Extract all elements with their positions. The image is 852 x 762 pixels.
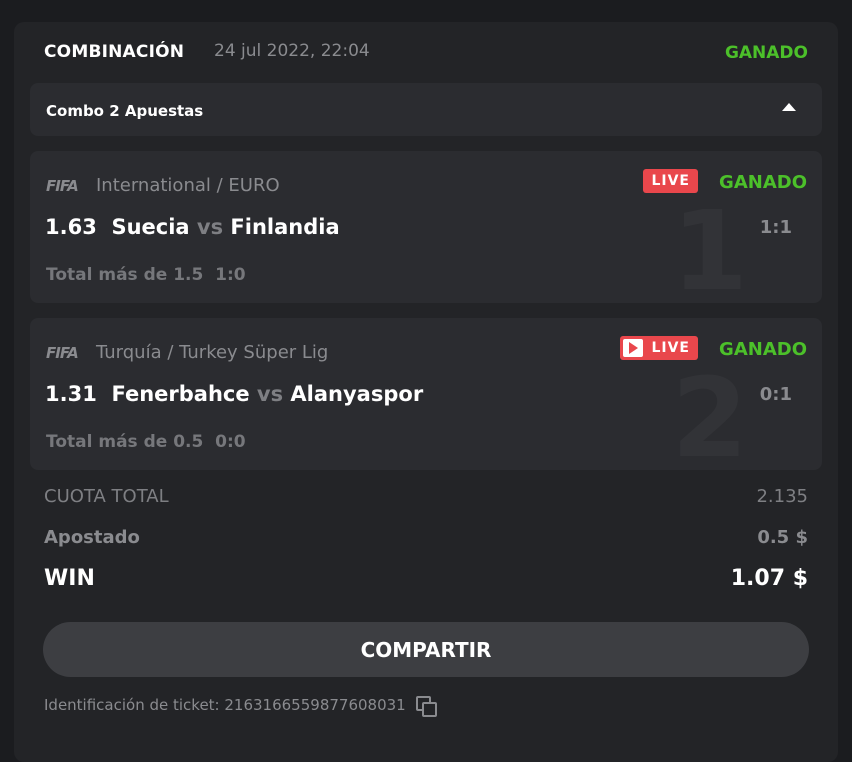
leg-odds: 1.63 [45, 215, 97, 239]
live-label: LIVE [651, 340, 690, 356]
bet-ticket-card: COMBINACIÓN 24 jul 2022, 22:04 GANADO Co… [14, 22, 838, 762]
bet-date: 24 jul 2022, 22:04 [214, 41, 370, 61]
win-label: WIN [44, 566, 95, 591]
share-button[interactable]: COMPARTIR [43, 622, 809, 677]
combo-toggle[interactable]: Combo 2 Apuestas [30, 83, 822, 136]
leg-market: Total más de 0.5 0:0 [46, 432, 246, 452]
live-badge: LIVE [643, 169, 698, 193]
leg-index: 1 [671, 187, 748, 303]
ticket-id-text: Identificación de ticket: 21631665598776… [44, 696, 406, 714]
copy-icon[interactable] [415, 696, 437, 717]
vs-label: vs [196, 215, 224, 239]
market-name: Total más de 1.5 [46, 265, 204, 285]
fifa-icon: FIFA [46, 344, 79, 362]
total-odds-label: CUOTA TOTAL [44, 486, 169, 507]
market-score: 1:0 [215, 265, 246, 285]
combo-label: Combo 2 Apuestas [46, 102, 204, 120]
leg-index: 2 [671, 354, 748, 470]
total-odds-value: 2.135 [756, 486, 808, 507]
bet-leg-1: 1 FIFA International / EURO LIVE GANADO … [30, 151, 822, 303]
leg-match: 1.31 Fenerbahce vs Alanyaspor [45, 382, 423, 406]
live-badge: LIVE [620, 336, 698, 360]
stake-label: Apostado [44, 527, 140, 548]
home-team: Fenerbahce [111, 382, 250, 406]
leg-odds: 1.31 [45, 382, 97, 406]
leg-match: 1.63 Suecia vs Finlandia [45, 215, 340, 239]
leg-market: Total más de 1.5 1:0 [46, 265, 246, 285]
win-value: 1.07 $ [730, 566, 808, 591]
leg-status: GANADO [719, 172, 807, 193]
vs-label: vs [256, 382, 284, 406]
live-label: LIVE [651, 173, 690, 189]
leg-status: GANADO [719, 339, 807, 360]
market-score: 0:0 [215, 432, 246, 452]
match-score: 1:1 [759, 217, 792, 238]
match-score: 0:1 [759, 384, 792, 405]
play-icon [623, 339, 644, 357]
bet-status: GANADO [724, 43, 808, 63]
market-name: Total más de 0.5 [46, 432, 204, 452]
away-team: Alanyaspor [290, 382, 424, 406]
ticket-id: Identificación de ticket: 21631665598776… [44, 696, 437, 717]
stake-value: 0.5 $ [757, 527, 808, 548]
home-team: Suecia [111, 215, 190, 239]
away-team: Finlandia [230, 215, 340, 239]
league-name: Turquía / Turkey Süper Lig [96, 342, 329, 363]
fifa-icon: FIFA [46, 177, 79, 195]
league-name: International / EURO [96, 175, 280, 196]
caret-up-icon [782, 103, 796, 111]
bet-leg-2: 2 FIFA Turquía / Turkey Süper Lig LIVE G… [30, 318, 822, 470]
bet-type-title: COMBINACIÓN [44, 42, 185, 62]
